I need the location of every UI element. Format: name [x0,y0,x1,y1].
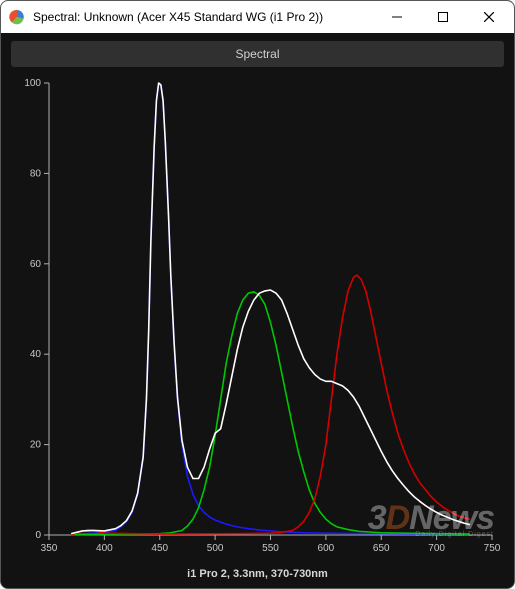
spectral-chart: 020406080100350400450500550600650700750 … [11,71,504,564]
app-window: Spectral: Unknown (Acer X45 Standard WG … [0,0,515,589]
svg-text:750: 750 [484,543,501,554]
spectral-tab[interactable]: Spectral [11,41,504,67]
series-green [71,292,470,535]
svg-text:400: 400 [96,543,113,554]
svg-text:80: 80 [30,168,42,179]
window-controls [374,1,512,33]
app-icon [9,9,25,25]
footer-label: i1 Pro 2, 3.3nm, 370-730nm [11,564,504,582]
series-red [71,275,470,534]
svg-text:100: 100 [24,78,41,89]
svg-text:450: 450 [151,543,168,554]
tab-label: Spectral [235,47,279,61]
svg-text:650: 650 [373,543,390,554]
svg-text:0: 0 [35,530,41,541]
window-body: Spectral 0 20 40 60 80 100 350 400 450 500 550 600 6… [1,33,514,588]
chart-canvas: 0 20 40 60 80 100 350 400 450 500 550 600 650 700 750 [11,71,504,561]
svg-text:500: 500 [207,543,224,554]
maximize-button[interactable] [420,1,466,33]
minimize-button[interactable] [374,1,420,33]
svg-text:600: 600 [318,543,335,554]
svg-text:60: 60 [30,259,42,270]
svg-text:700: 700 [428,543,445,554]
svg-text:550: 550 [262,543,279,554]
close-button[interactable] [466,1,512,33]
svg-text:20: 20 [30,440,42,451]
svg-text:40: 40 [30,349,42,360]
titlebar[interactable]: Spectral: Unknown (Acer X45 Standard WG … [1,1,514,33]
svg-text:350: 350 [41,543,58,554]
window-title: Spectral: Unknown (Acer X45 Standard WG … [33,10,366,24]
